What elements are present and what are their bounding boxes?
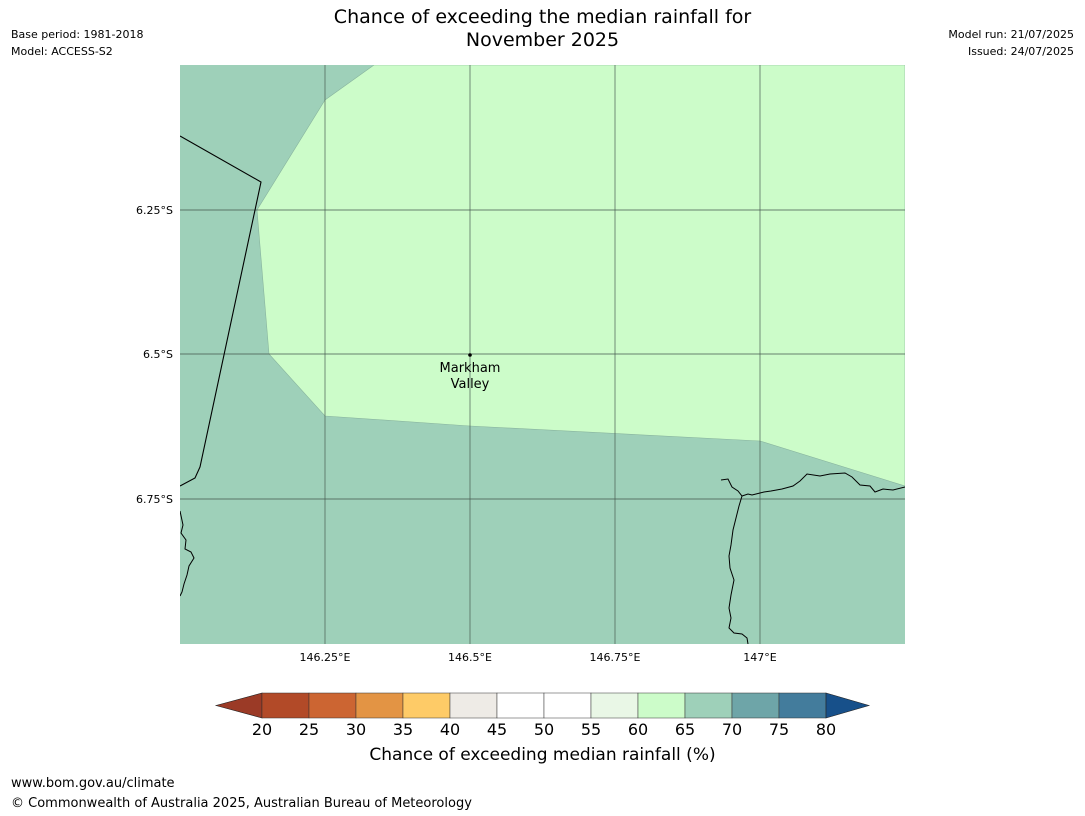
title-line-2: November 2025 [465,29,620,51]
colorbar-tick-label: 75 [769,720,789,739]
lat-tick-label: 6.25°S [136,204,173,217]
colorbar-tick-label: 80 [816,720,836,739]
region-60-65 [256,65,905,487]
graticule [180,65,905,644]
colorbar-segment [449,692,498,719]
colorbar-segment [637,692,686,719]
footer-copyright: © Commonwealth of Australia 2025, Austra… [11,796,472,811]
colorbar-tick-label: 65 [675,720,695,739]
lon-tick-label: 146.75°E [590,651,641,664]
colorbar-segment [731,692,780,719]
coastline-west [180,510,195,597]
meta-left: Base period: 1981-2018 Model: ACCESS-S2 [11,26,143,60]
map[interactable]: Markham Valley 6.25°S 6.5°S 6.75°S 146.2… [0,0,1085,690]
colorbar-segment [261,692,310,719]
colorbar-segment [590,692,639,719]
title-line-1: Chance of exceeding the median rainfall … [333,6,752,28]
colorbar-segment [778,692,827,719]
place-label-line-1: Markham [440,361,501,376]
issued-text: Issued: 24/07/2025 [967,45,1074,58]
footer: www.bom.gov.au/climate © Commonwealth of… [11,774,472,814]
colorbar-segments [214,692,871,719]
colorbar-tick-label: 20 [252,720,272,739]
lon-tick-label: 146.25°E [300,651,351,664]
colorbar-over-arrow [825,692,871,719]
colorbar-tick-label: 45 [487,720,507,739]
border-line [180,135,262,487]
colorbar-tick-label: 70 [722,720,742,739]
coastline-river [728,495,749,644]
colorbar-segment [308,692,357,719]
map-title: Chance of exceeding the median rainfall … [0,6,1085,52]
colorbar-tick-label: 35 [393,720,413,739]
colorbar-tick-label: 25 [299,720,319,739]
place-label-line-2: Valley [451,377,490,392]
lon-tick-label: 146.5°E [448,651,492,664]
colorbar-tick-label: 30 [346,720,366,739]
colorbar-tick-label: 60 [628,720,648,739]
footer-url[interactable]: www.bom.gov.au/climate [11,776,175,791]
colorbar-label: Chance of exceeding median rainfall (%) [369,745,716,765]
meta-right: Model run: 21/07/2025 Issued: 24/07/2025 [948,26,1074,60]
colorbar-segment [355,692,404,719]
model-run-text: Model run: 21/07/2025 [948,28,1074,41]
model-text: Model: ACCESS-S2 [11,45,113,58]
coastline-east [720,472,905,497]
colorbar-ticks: 20 25 30 35 40 45 50 55 60 65 70 75 80 [252,720,836,739]
base-period-text: Base period: 1981-2018 [11,28,144,41]
lat-tick-label: 6.5°S [143,348,173,361]
place-marker[interactable] [468,353,472,357]
colorbar-segment [543,692,592,719]
colorbar-under-arrow [214,692,263,719]
colorbar-segment [684,692,733,719]
colorbar-tick-label: 55 [581,720,601,739]
colorbar-segment [496,692,545,719]
lon-tick-label: 147°E [743,651,776,664]
colorbar-tick-label: 50 [534,720,554,739]
colorbar-segment [402,692,451,719]
colorbar-tick-label: 40 [440,720,460,739]
lat-tick-label: 6.75°S [136,493,173,506]
